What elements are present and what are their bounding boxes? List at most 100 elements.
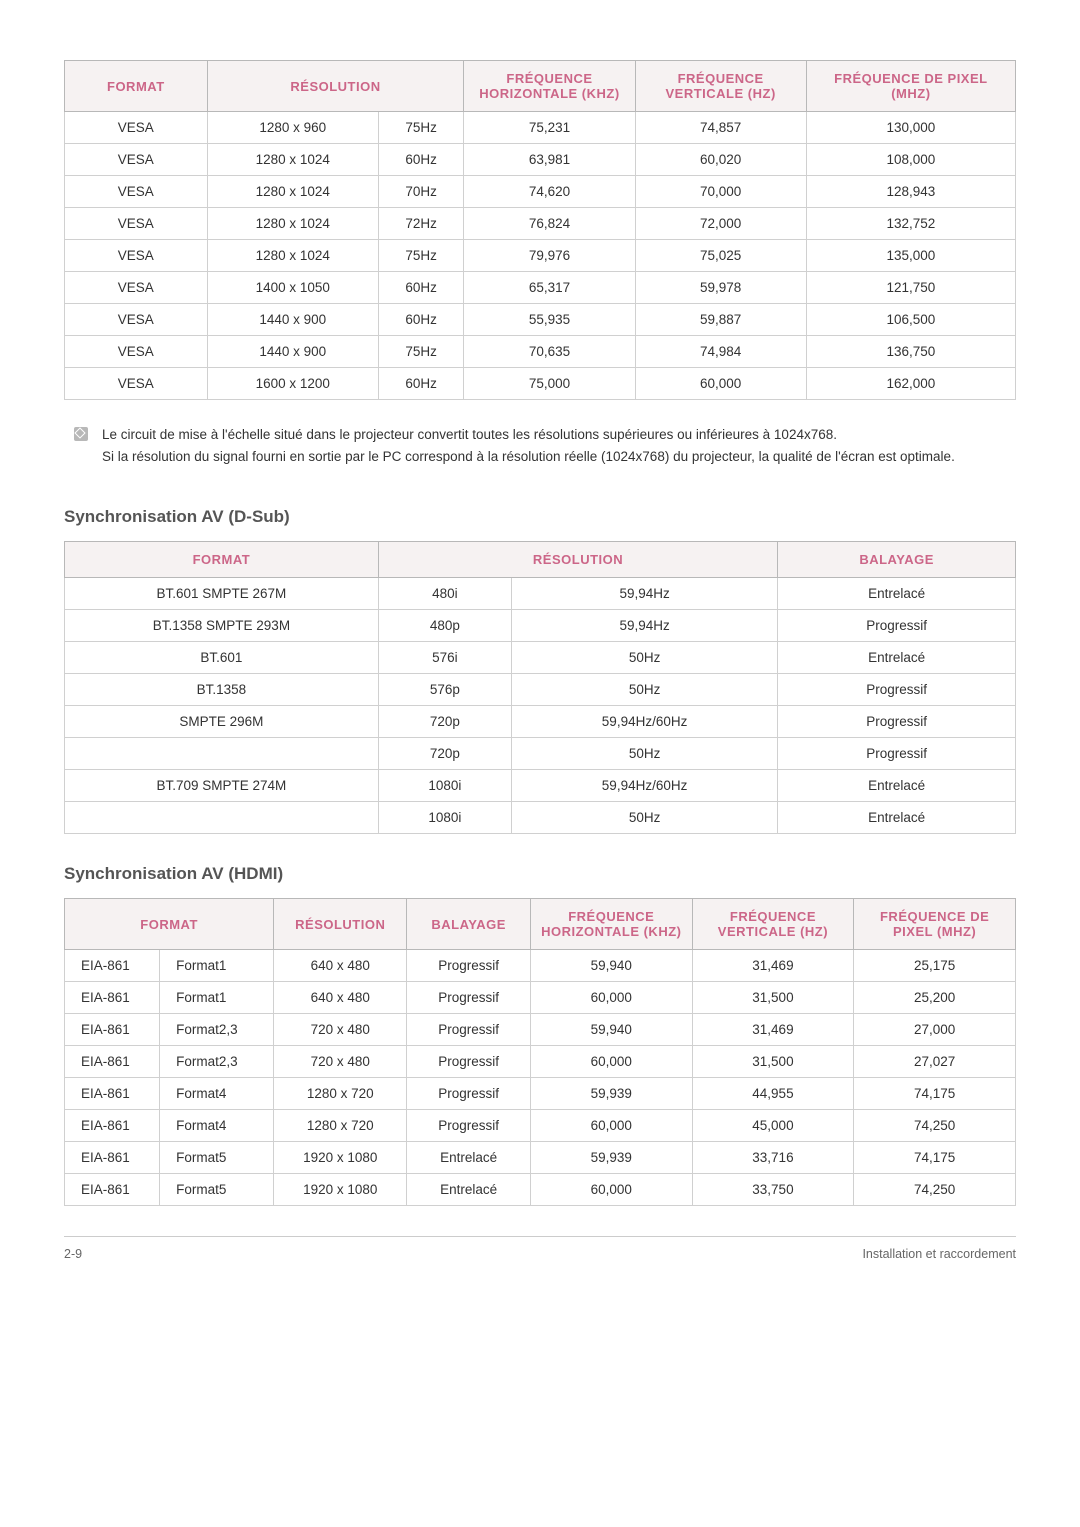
table-cell: 60Hz — [378, 144, 464, 176]
table-cell: Format5 — [160, 1142, 274, 1174]
table-cell: 59,978 — [635, 272, 806, 304]
table-cell: Format1 — [160, 982, 274, 1014]
note-icon — [74, 427, 88, 441]
table-cell: 27,027 — [854, 1046, 1016, 1078]
table-cell: 162,000 — [806, 368, 1015, 400]
table-cell: 1080i — [378, 802, 511, 834]
table-cell: 132,752 — [806, 208, 1015, 240]
table-cell: EIA-861 — [65, 1014, 160, 1046]
table-cell: 79,976 — [464, 240, 635, 272]
col-hfreq: FRÉQUENCE HORIZONTALE (KHZ) — [464, 61, 635, 112]
table-cell: 59,94Hz/60Hz — [511, 706, 777, 738]
table-cell: 59,940 — [530, 950, 692, 982]
table-row: EIA-861Format1640 x 480Progressif59,9403… — [65, 950, 1016, 982]
table-cell: Progressif — [407, 950, 531, 982]
col-pixfreq: FRÉQUENCE DE PIXEL (MHZ) — [854, 899, 1016, 950]
table-cell: 75Hz — [378, 112, 464, 144]
note-block: Le circuit de mise à l'échelle situé dan… — [74, 424, 1016, 467]
table-cell: 1600 x 1200 — [207, 368, 378, 400]
table-cell: 74,175 — [854, 1078, 1016, 1110]
table-cell: Progressif — [407, 1078, 531, 1110]
table-cell: 31,500 — [692, 1046, 854, 1078]
table-cell: 1920 x 1080 — [274, 1142, 407, 1174]
table-row: EIA-861Format1640 x 480Progressif60,0003… — [65, 982, 1016, 1014]
table-cell: 60Hz — [378, 304, 464, 336]
table-cell: 50Hz — [511, 674, 777, 706]
table-cell: 60,020 — [635, 144, 806, 176]
col-balayage: BALAYAGE — [778, 542, 1016, 578]
table-cell: 1280 x 1024 — [207, 144, 378, 176]
table-cell: BT.601 — [65, 642, 379, 674]
table-cell: 59,94Hz — [511, 610, 777, 642]
table-cell: EIA-861 — [65, 1046, 160, 1078]
col-vfreq: FRÉQUENCE VERTICALE (HZ) — [692, 899, 854, 950]
table-cell: 130,000 — [806, 112, 1015, 144]
table-cell: 59,940 — [530, 1014, 692, 1046]
table-cell: 640 x 480 — [274, 950, 407, 982]
table-cell: 74,984 — [635, 336, 806, 368]
table-cell: 720 x 480 — [274, 1046, 407, 1078]
table-cell: 59,939 — [530, 1142, 692, 1174]
table-cell: VESA — [65, 240, 208, 272]
table-row: EIA-861Format2,3720 x 480Progressif60,00… — [65, 1046, 1016, 1078]
col-format: FORMAT — [65, 61, 208, 112]
table-cell: 480i — [378, 578, 511, 610]
col-vfreq: FRÉQUENCE VERTICALE (HZ) — [635, 61, 806, 112]
section-title-dsub: Synchronisation AV (D-Sub) — [64, 507, 1016, 527]
table-cell: 60,000 — [530, 1110, 692, 1142]
table-cell: 27,000 — [854, 1014, 1016, 1046]
table-cell: VESA — [65, 304, 208, 336]
table-cell: 121,750 — [806, 272, 1015, 304]
table-cell: 60,000 — [530, 982, 692, 1014]
table-row: BT.1358576p50HzProgressif — [65, 674, 1016, 706]
table-row: EIA-861Format51920 x 1080Entrelacé60,000… — [65, 1174, 1016, 1206]
table-cell: 74,250 — [854, 1110, 1016, 1142]
table-row: EIA-861Format41280 x 720Progressif60,000… — [65, 1110, 1016, 1142]
table-row: BT.709 SMPTE 274M1080i59,94Hz/60HzEntrel… — [65, 770, 1016, 802]
table-cell: 1440 x 900 — [207, 304, 378, 336]
table-cell: 70,635 — [464, 336, 635, 368]
table-row: VESA1280 x 96075Hz75,23174,857130,000 — [65, 112, 1016, 144]
table-cell: BT.709 SMPTE 274M — [65, 770, 379, 802]
table-cell: VESA — [65, 336, 208, 368]
table-row: EIA-861Format2,3720 x 480Progressif59,94… — [65, 1014, 1016, 1046]
table-cell: EIA-861 — [65, 950, 160, 982]
table-cell: 108,000 — [806, 144, 1015, 176]
note-line1: Le circuit de mise à l'échelle situé dan… — [102, 424, 955, 446]
table-cell: Entrelacé — [778, 770, 1016, 802]
footer-section-name: Installation et raccordement — [862, 1247, 1016, 1261]
table-cell: 135,000 — [806, 240, 1015, 272]
note-text: Le circuit de mise à l'échelle situé dan… — [102, 424, 955, 467]
table-row: 720p50HzProgressif — [65, 738, 1016, 770]
table-row: 1080i50HzEntrelacé — [65, 802, 1016, 834]
table-cell: 75,231 — [464, 112, 635, 144]
table-cell: Format4 — [160, 1110, 274, 1142]
av-hdmi-table: FORMAT RÉSOLUTION BALAYAGE FRÉQUENCE HOR… — [64, 898, 1016, 1206]
table-cell: 65,317 — [464, 272, 635, 304]
table-row: BT.1358 SMPTE 293M480p59,94HzProgressif — [65, 610, 1016, 642]
table-cell: 1440 x 900 — [207, 336, 378, 368]
col-format: FORMAT — [65, 542, 379, 578]
table-cell: 72,000 — [635, 208, 806, 240]
table-cell: 1400 x 1050 — [207, 272, 378, 304]
col-pixfreq: FRÉQUENCE DE PIXEL (MHZ) — [806, 61, 1015, 112]
table-row: VESA1400 x 105060Hz65,31759,978121,750 — [65, 272, 1016, 304]
table-cell: 59,939 — [530, 1078, 692, 1110]
table-cell — [65, 738, 379, 770]
table-cell: Entrelacé — [407, 1174, 531, 1206]
table-cell: 33,750 — [692, 1174, 854, 1206]
table-cell: VESA — [65, 144, 208, 176]
table-cell: EIA-861 — [65, 1110, 160, 1142]
table-cell: Format1 — [160, 950, 274, 982]
table-cell: 720p — [378, 706, 511, 738]
table-cell: VESA — [65, 176, 208, 208]
table-cell: BT.1358 — [65, 674, 379, 706]
table-cell: 75,025 — [635, 240, 806, 272]
table-cell: Format2,3 — [160, 1046, 274, 1078]
table-row: VESA1440 x 90060Hz55,93559,887106,500 — [65, 304, 1016, 336]
table-row: EIA-861Format41280 x 720Progressif59,939… — [65, 1078, 1016, 1110]
table-row: VESA1600 x 120060Hz75,00060,000162,000 — [65, 368, 1016, 400]
table-cell: 31,469 — [692, 1014, 854, 1046]
table-cell: 31,500 — [692, 982, 854, 1014]
vesa-timing-table: FORMAT RÉSOLUTION FRÉQUENCE HORIZONTALE … — [64, 60, 1016, 400]
